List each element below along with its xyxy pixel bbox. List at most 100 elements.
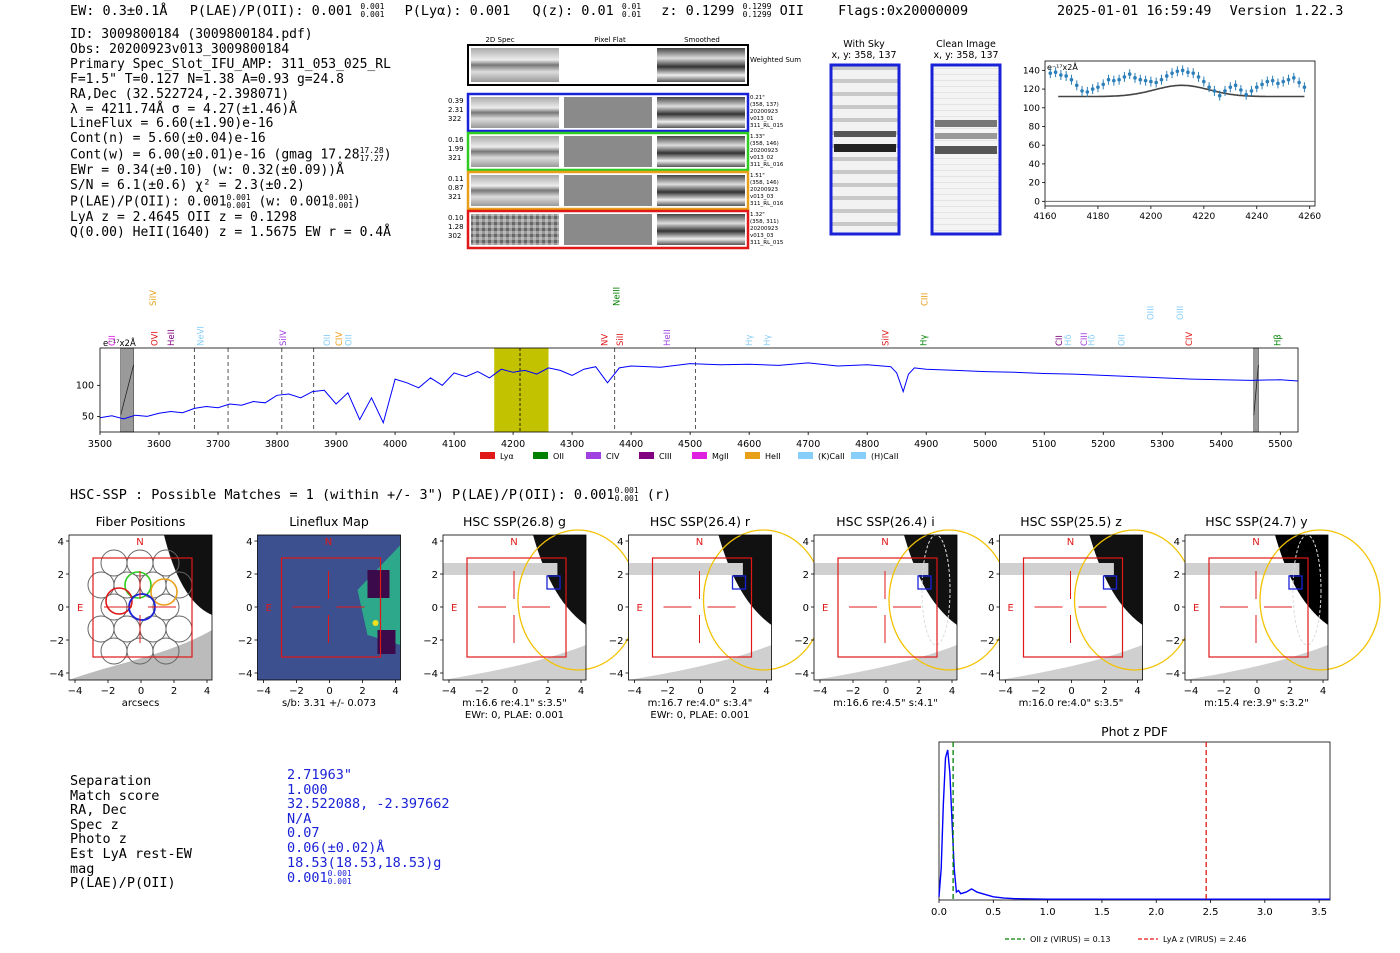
zoom-ytick-label-1: 20 [1029,179,1041,189]
sky-panel: With Sky x, y: 358, 137 Clean Image x, y… [829,39,1002,236]
hsc-xtick-label-3-3: 2 [730,686,736,697]
hsc-ytick-label-3-4: −4 [609,669,624,680]
with-sky-band-1 [834,131,896,137]
zoom-point-33 [1223,89,1227,93]
hsc-north-2: N [510,537,517,548]
hsc-frame-1 [257,534,401,681]
zoom-ytick-label-4: 80 [1029,122,1041,132]
zoom-point-12 [1112,78,1116,83]
hsc-red-box-2 [466,557,567,658]
spectrum-line-label-8: OII [344,334,354,346]
hsc-xtick-label-4-0: −4 [813,686,828,697]
col-smoothed: Smoothed [684,36,720,44]
hsc-ytick-label-6-2: 0 [1174,603,1180,614]
photz-legend-lya: LyA z (VIRUS) = 2.46 [1163,935,1246,944]
spectrum-xtick-label-10: 4500 [678,439,702,450]
spectrum-line-label-6: OII [323,334,333,346]
hsc-ytick-label-1-1: 2 [246,570,252,581]
zoom-ytick-label-3: 60 [1029,141,1041,151]
zoom-point-3 [1064,74,1068,78]
header-z-line: OII [779,3,804,19]
cutout-flat-2 [564,136,652,167]
spectrum-frame [99,347,1299,433]
info-primary: Primary Spec_Slot_IFU_AMP: 311_053_025_R… [70,56,391,72]
cutout-right-2-4: v013_02 [750,155,774,161]
cutout-right-2-2: (358, 146) [750,141,779,147]
hsc-frame-4 [813,534,958,681]
cutout-right-3-4: v013_03 [750,194,774,200]
hsc-red-box-1 [280,557,382,658]
cutout-smooth-1 [657,97,745,128]
zoom-ytick-label-2: 40 [1029,160,1041,170]
spectrum-legend-label-2: CIV [606,452,620,461]
header-ew: EW: 0.3±0.1Å [70,3,168,19]
spectrum-legend-swatch-4 [692,452,707,459]
cutout-left-3-1: 0.11 [448,175,464,183]
photz-curve [938,749,1330,900]
zoom-point-18 [1143,78,1148,83]
hsc-xtick-label-0-4: 4 [204,686,210,697]
photz-xtick-label-3: 1.5 [1094,907,1110,918]
hsc-caption1-5: m:16.0 re:4.0" s:3.5" [1019,698,1124,709]
cutout-right-4-3: 20200923 [750,226,778,232]
hsc-east-5: E [1008,603,1014,614]
zoom-units: e⁻¹⁷x2Å [1047,61,1078,72]
cutout-2d-1 [471,97,559,128]
zoom-point-1 [1053,70,1058,75]
header-z-hi: 0.1299 [742,2,772,11]
hsc-xtick-label-6-4: 4 [1320,686,1326,697]
spectrum-line-label-15: SiIV [881,330,891,346]
match-value-2: 32.522088, -2.397662 [287,796,450,813]
hsc-frame-3 [628,534,772,681]
match-value-0: 2.71963" [287,767,353,783]
spectrum-xtick-label-6: 4100 [442,439,466,450]
zoom-xtick-label-2: 4200 [1139,212,1162,222]
hsc-panel-title-1: Lineflux Map [289,514,369,529]
hsc-xtick-label-3-1: −2 [660,686,675,697]
phot-z-pdf-chart: Phot z PDF 0.0 0.5 1.0 1.5 2.0 2.5 3.0 3.5 OII z … [931,724,1331,944]
spectrum-xtick-label-20: 5500 [1268,439,1292,450]
cutout-right-4-1: 1.32" [750,212,765,218]
match-value-4: 0.07 [287,825,320,842]
hsc-bg-gradient-3 [628,645,772,680]
hsc-ytick-label-1-0: 4 [246,537,252,548]
match-labels: Separation Match score RA, Dec Spec z Photo … [70,774,192,891]
spectrum-xtick-label-15: 5000 [973,439,997,450]
zoom-point-40 [1260,82,1264,87]
match-label-1: Match score [70,787,160,804]
spectrum-highlight-band [494,348,549,432]
hsc-caption2-3: EWr: 0, PLAE: 0.001 [650,710,749,721]
hsc-north-3: N [696,537,703,548]
cutout-2d-3 [471,175,559,206]
header-plya: P(Lyα): 0.001 [404,3,511,19]
hsc-streak-3 [628,563,743,575]
hsc-xtick-label-1-1: −2 [289,686,304,697]
hsc-blue-box-4 [917,575,932,590]
zoom-point-21 [1159,77,1164,82]
spectrum-line-label-22: OII [1118,334,1128,346]
spectrum-xtick-label-18: 5300 [1150,439,1174,450]
hsc-caption1-6: m:15.4 re:3.9" s:3.2" [1204,698,1309,709]
line-fit-chart: 4160 4180 4200 4220 4240 4260 0 20 40 60 80 100 120 1… [1023,60,1321,222]
hsc-ytick-label-3-3: −2 [609,636,624,647]
hsc-xtick-label-3-4: 4 [763,686,769,697]
zoom-point-15 [1127,72,1132,76]
spectrum-mask-hatch-1 [1253,364,1259,416]
zoom-point-10 [1101,82,1106,87]
hsc-xtick-label-5-3: 2 [1101,686,1107,697]
hsc-east-0: E [77,603,83,614]
cutout-smooth-3 [657,175,745,206]
zoom-point-23 [1170,71,1174,75]
hsc-ytick-label-4-0: 4 [803,537,809,548]
hsc-caption2-2: EWr: 0, PLAE: 0.001 [465,710,564,721]
photz-xtick-label-2: 1.0 [1040,907,1056,918]
hsc-xtick-label-5-4: 4 [1134,686,1140,697]
cutout-panel: 2D Spec Pixel Flat Smoothed Weighted Sum… [448,36,801,250]
hsc-xtick-label-0-0: −4 [68,686,83,697]
hsc-ytick-label-6-3: −2 [1165,636,1180,647]
hsc-xtick-label-4-1: −2 [846,686,861,697]
hsc-ytick-label-2-3: −2 [423,636,438,647]
info-contw: Cont(w) = 6.00(±0.01)e-16 (gmag 17.28 [70,147,360,163]
